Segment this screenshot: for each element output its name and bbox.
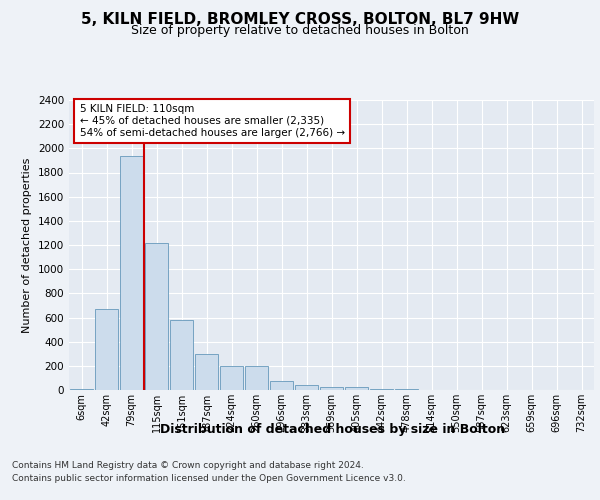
Bar: [295, 385, 318, 390]
Bar: [145, 243, 168, 390]
Bar: [195, 354, 218, 390]
Bar: [95, 309, 118, 390]
Text: 5 KILN FIELD: 110sqm
← 45% of detached houses are smaller (2,335)
54% of semi-de: 5 KILN FIELD: 110sqm ← 45% of detached h…: [79, 104, 344, 138]
Bar: [170, 320, 193, 390]
Bar: [370, 389, 393, 390]
Bar: [320, 387, 343, 390]
Bar: [345, 387, 368, 390]
Text: Distribution of detached houses by size in Bolton: Distribution of detached houses by size …: [160, 422, 506, 436]
Bar: [120, 156, 143, 390]
Bar: [395, 389, 418, 390]
Bar: [270, 381, 293, 390]
Bar: [220, 366, 243, 390]
Text: Contains HM Land Registry data © Crown copyright and database right 2024.: Contains HM Land Registry data © Crown c…: [12, 460, 364, 469]
Text: 5, KILN FIELD, BROMLEY CROSS, BOLTON, BL7 9HW: 5, KILN FIELD, BROMLEY CROSS, BOLTON, BL…: [81, 12, 519, 28]
Text: Size of property relative to detached houses in Bolton: Size of property relative to detached ho…: [131, 24, 469, 37]
Bar: [245, 366, 268, 390]
Y-axis label: Number of detached properties: Number of detached properties: [22, 158, 32, 332]
Bar: [70, 389, 93, 390]
Text: Contains public sector information licensed under the Open Government Licence v3: Contains public sector information licen…: [12, 474, 406, 483]
